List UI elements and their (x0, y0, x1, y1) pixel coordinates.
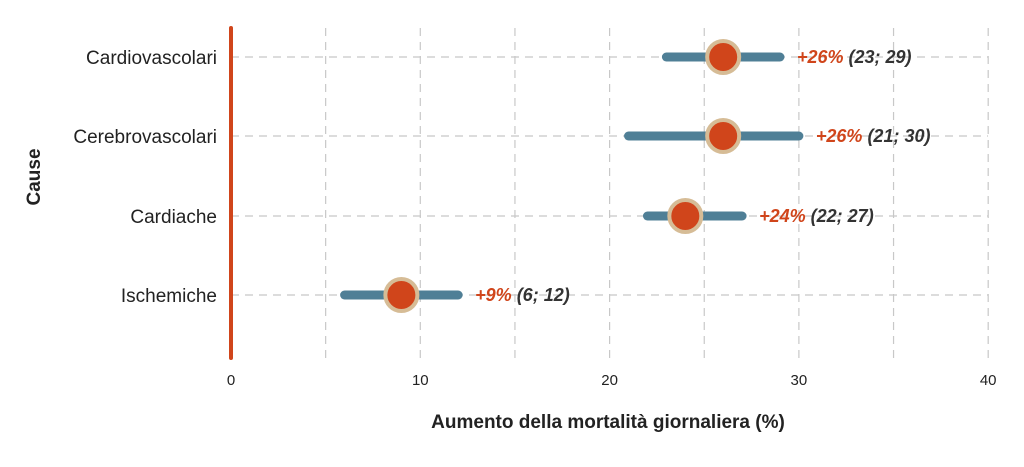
data-label-percent: +26% (797, 47, 844, 67)
category-label: Cardiache (130, 207, 217, 228)
data-label-interval: (23; 29) (844, 47, 912, 67)
x-tick-label: 10 (412, 372, 429, 389)
category-label: Cerebrovascolari (73, 127, 217, 148)
y-axis-title: Cause (24, 148, 45, 205)
marks: +26% (23; 29)+26% (21; 30)+24% (22; 27)+… (340, 39, 931, 313)
estimate-point (705, 39, 742, 75)
data-label: +9% (6; 12) (475, 285, 570, 305)
data-label-percent: +26% (816, 126, 863, 146)
category-label: Cardiovascolari (86, 48, 217, 69)
estimate-point (705, 118, 742, 154)
category-labels: Cardiovascolari Cerebrovascolari Cardiache… (73, 48, 217, 307)
data-label-percent: +9% (475, 285, 512, 305)
data-label-interval: (21; 30) (862, 126, 930, 146)
estimate-point (383, 277, 420, 313)
x-tick-label: 20 (601, 372, 618, 389)
x-axis-title: Aumento della mortalità giornaliera (%) (431, 412, 785, 433)
data-label-percent: +24% (759, 206, 806, 226)
data-label: +26% (23; 29) (797, 47, 912, 67)
x-tick-label: 30 (791, 372, 808, 389)
grid (231, 28, 989, 358)
data-label: +24% (22; 27) (759, 206, 874, 226)
estimate-point (667, 198, 704, 234)
x-tick-label: 0 (227, 372, 235, 389)
data-label-interval: (6; 12) (512, 285, 570, 305)
x-tick-labels: 0 10 20 30 40 (227, 372, 997, 389)
data-label: +26% (21; 30) (816, 126, 931, 146)
x-tick-label: 40 (980, 372, 997, 389)
data-label-interval: (22; 27) (806, 206, 874, 226)
category-label: Ischemiche (121, 286, 217, 307)
